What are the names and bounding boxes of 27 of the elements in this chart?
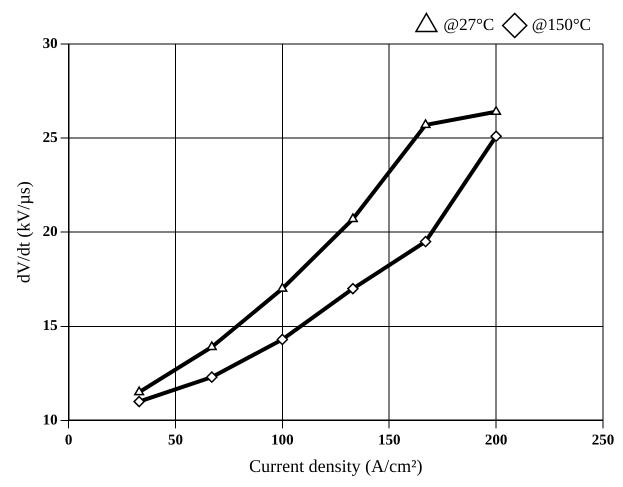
point	[348, 213, 358, 222]
y-tick-label: 25	[42, 130, 58, 146]
x-tick-label: 50	[168, 432, 183, 448]
point	[206, 371, 218, 383]
legend-label: @27°C	[443, 14, 494, 34]
x-tick-label: 100	[271, 432, 294, 448]
y-axis-title: dV/dt (kV/µs)	[14, 181, 34, 284]
x-axis-title: Current density (A/cm²)	[249, 456, 422, 476]
y-tick-label: 20	[42, 224, 58, 240]
x-tick-label: 250	[592, 432, 614, 448]
point	[276, 334, 288, 346]
y-tick-label: 10	[42, 412, 58, 428]
point	[420, 119, 431, 128]
x-tick-label: 150	[378, 432, 400, 448]
y-tick-label: 15	[42, 318, 58, 334]
legend-label: @150°C	[532, 14, 592, 34]
y-tick-label: 30	[42, 36, 58, 52]
x-tick-label: 0	[64, 432, 72, 448]
point	[134, 386, 144, 396]
point	[277, 282, 288, 292]
x-tick-label: 200	[484, 432, 508, 448]
point	[206, 341, 217, 350]
point	[420, 236, 432, 248]
point	[491, 106, 502, 115]
point	[133, 396, 145, 408]
point	[490, 130, 502, 142]
point	[347, 282, 359, 294]
